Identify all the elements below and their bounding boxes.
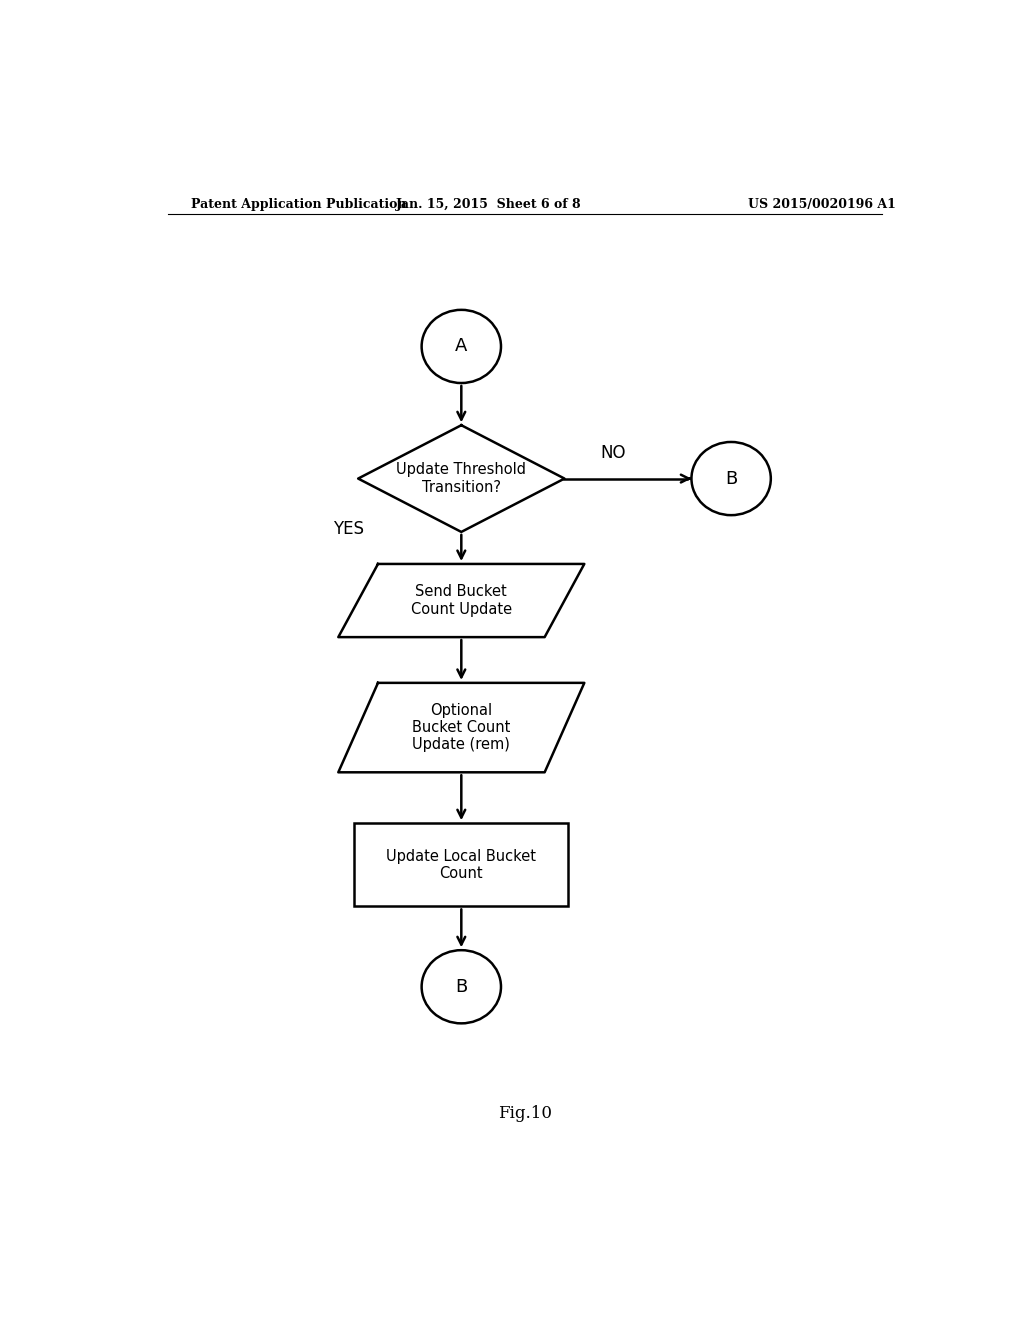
Text: Update Threshold
Transition?: Update Threshold Transition? xyxy=(396,462,526,495)
Polygon shape xyxy=(338,564,585,638)
Text: Optional
Bucket Count
Update (rem): Optional Bucket Count Update (rem) xyxy=(412,702,511,752)
Ellipse shape xyxy=(422,950,501,1023)
Text: YES: YES xyxy=(333,520,364,539)
Ellipse shape xyxy=(691,442,771,515)
Polygon shape xyxy=(358,425,564,532)
Ellipse shape xyxy=(422,310,501,383)
Text: US 2015/0020196 A1: US 2015/0020196 A1 xyxy=(749,198,896,211)
Text: Update Local Bucket
Count: Update Local Bucket Count xyxy=(386,849,537,880)
Text: Send Bucket
Count Update: Send Bucket Count Update xyxy=(411,585,512,616)
Text: Patent Application Publication: Patent Application Publication xyxy=(191,198,407,211)
Text: NO: NO xyxy=(600,444,626,462)
Bar xyxy=(354,824,568,907)
Text: Jan. 15, 2015  Sheet 6 of 8: Jan. 15, 2015 Sheet 6 of 8 xyxy=(396,198,582,211)
Text: Fig.10: Fig.10 xyxy=(498,1105,552,1122)
Text: B: B xyxy=(456,978,467,995)
Text: B: B xyxy=(725,470,737,487)
Text: A: A xyxy=(455,338,468,355)
Polygon shape xyxy=(338,682,585,772)
